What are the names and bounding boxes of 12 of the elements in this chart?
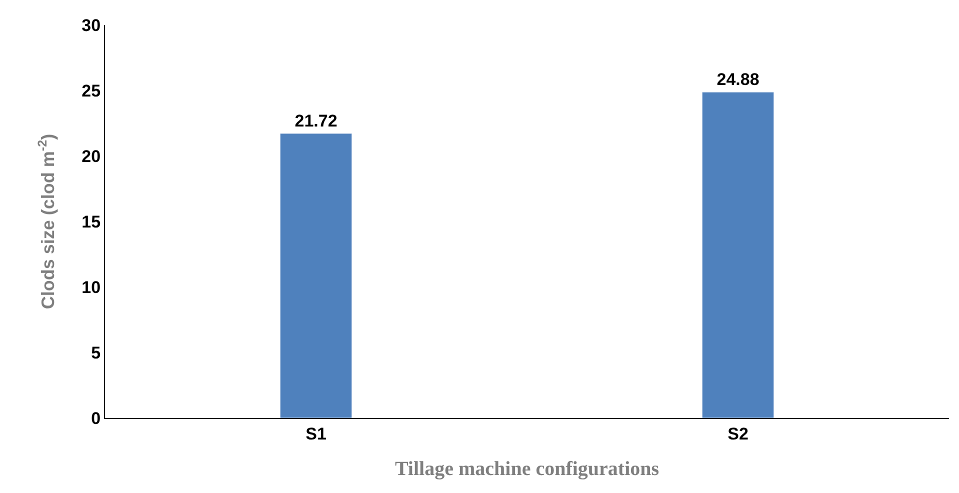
y-tick-label: 30 xyxy=(82,16,101,35)
y-tick-label: 20 xyxy=(82,146,101,166)
y-tick-label: 5 xyxy=(91,343,101,362)
x-axis-title: Tillage machine configurations xyxy=(394,458,660,480)
y-tick-label: 25 xyxy=(82,81,101,100)
y-tick-label: 15 xyxy=(82,212,101,232)
data-label: 24.88 xyxy=(716,70,760,90)
x-tick-label: S2 xyxy=(728,424,748,444)
x-tick-label: S1 xyxy=(306,424,326,444)
data-label: 21.72 xyxy=(294,111,338,130)
y-tick-label: 0 xyxy=(91,408,101,428)
y-tick-label: 10 xyxy=(82,278,101,297)
